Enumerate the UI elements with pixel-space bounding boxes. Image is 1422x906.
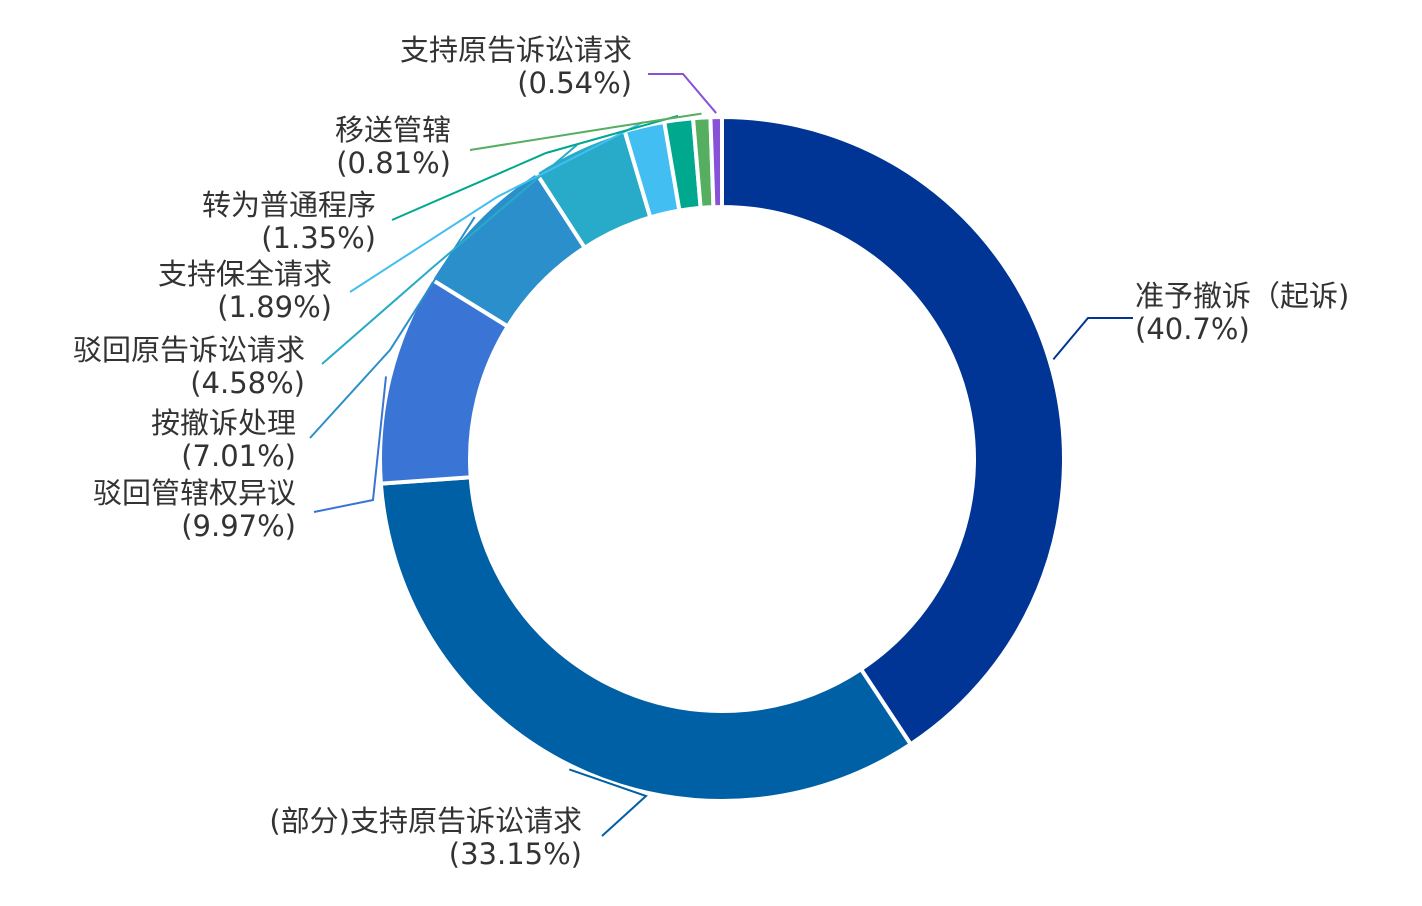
slice-percent-label-5: (1.89%): [217, 290, 332, 324]
leader-line-5: [349, 121, 644, 293]
slice-percent-label-2: (9.97%): [181, 509, 296, 543]
slice-percent-label-3: (7.01%): [181, 439, 296, 473]
slice-percent-label-0: (40.7%): [1135, 312, 1250, 346]
slice-percent-label-1: (33.15%): [449, 837, 582, 871]
slice-label-1: (部分)支持原告诉讼请求: [269, 804, 582, 838]
labels-group: 准予撤诉（起诉)(40.7%) (部分)支持原告诉讼请求(33.15%) 驳回管辖权…: [73, 33, 1349, 871]
leader-line-7: [469, 112, 702, 151]
slice-label-8: 支持原告诉讼请求: [400, 33, 632, 67]
slice-label-6: 转为普通程序: [202, 188, 376, 222]
slice-label-3: 按撤诉处理: [151, 406, 296, 440]
leader-line-2: [313, 376, 387, 513]
leader-line-1: [568, 768, 648, 837]
slice-label-2: 驳回管辖权异议: [93, 476, 296, 510]
leader-line-3: [309, 216, 476, 439]
slice-percent-label-7: (0.81%): [336, 146, 451, 180]
leader-line-8: [648, 73, 717, 114]
leader-line-6: [391, 114, 679, 221]
slice-label-7: 移送管辖: [335, 113, 451, 147]
slice-percent-label-4: (4.58%): [190, 366, 305, 400]
slice-1: [378, 475, 913, 803]
leader-line-0: [1052, 317, 1133, 360]
slice-label-5: 支持保全请求: [158, 257, 332, 291]
slice-label-4: 驳回原告诉讼请求: [73, 333, 305, 367]
slice-percent-label-8: (0.54%): [517, 66, 632, 100]
slice-0: [720, 115, 1066, 747]
slice-label-0: 准予撤诉（起诉): [1135, 279, 1349, 313]
leader-line-4: [321, 144, 578, 365]
slice-8: [708, 115, 724, 210]
slices-group: [378, 115, 1066, 803]
slice-percent-label-6: (1.35%): [261, 221, 376, 255]
leader-lines-group: [309, 73, 1133, 837]
